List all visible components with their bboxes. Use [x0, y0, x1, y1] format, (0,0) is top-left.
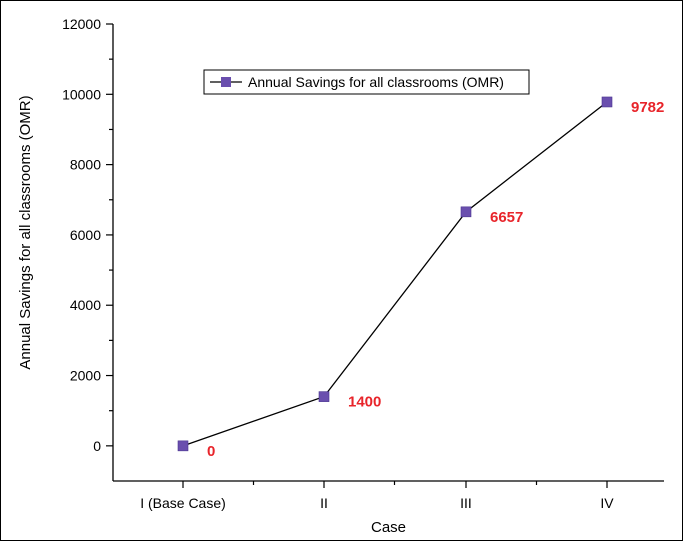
x-tick-label: II: [320, 495, 328, 511]
legend-box: [203, 69, 530, 95]
data-point: [460, 206, 472, 218]
y-ticks: 0 2000 4000 6000 8000 10000 12000: [62, 16, 113, 454]
x-axis-label: Case: [371, 519, 406, 536]
data-label: 0: [207, 443, 215, 460]
data-label: 6657: [490, 209, 523, 226]
y-tick-label: 2000: [70, 368, 101, 384]
legend: Annual Savings for all classrooms (OMR): [203, 69, 530, 95]
x-tick-label: IV: [600, 495, 614, 511]
y-tick-label: 10000: [62, 86, 101, 102]
x-ticks: I (Base Case) II III IV: [140, 481, 614, 511]
data-point: [177, 440, 189, 452]
x-tick-label: I (Base Case): [140, 495, 226, 511]
y-tick-label: 0: [93, 438, 101, 454]
data-point: [318, 391, 330, 402]
y-tick-label: 6000: [70, 227, 101, 243]
axes: [112, 24, 664, 482]
legend-marker: [221, 77, 231, 87]
series-line: [182, 101, 608, 447]
y-axis-label: Annual Savings for all classrooms (OMR): [17, 95, 34, 369]
legend-text: Annual Savings for all classrooms (OMR): [248, 74, 504, 90]
y-tick-label: 4000: [70, 297, 101, 313]
data-label: 9782: [631, 99, 664, 116]
series-group: [177, 96, 613, 452]
x-tick-label: III: [460, 495, 472, 511]
data-label: 1400: [348, 394, 381, 411]
y-tick-label: 8000: [70, 157, 101, 173]
data-labels: 0 1400 6657 9782: [207, 99, 664, 460]
y-tick-label: 12000: [62, 16, 101, 32]
data-point: [601, 96, 613, 108]
